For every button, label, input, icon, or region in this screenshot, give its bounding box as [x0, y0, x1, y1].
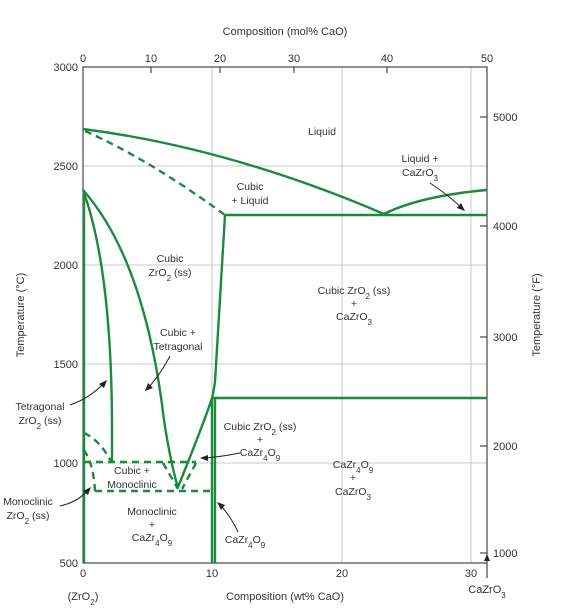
eutectoid-dashed-v-right	[180, 462, 198, 490]
right-tick-label-4000: 4000	[493, 221, 517, 233]
label-cubic-liquid-1: Cubic	[237, 181, 264, 193]
cazro3-end-arrowhead	[484, 554, 490, 561]
cubic-cazr4o9-boundary	[176, 397, 214, 488]
cazr4o9-arrowhead	[217, 502, 225, 510]
tetragonal-boundary	[81, 189, 114, 462]
top-tick-label-20: 20	[214, 53, 226, 65]
eutectoid-dashed-v-left	[161, 462, 180, 490]
label-liquid-cazro3-1: Liquid +	[401, 153, 438, 165]
monoclinic-dashed-boundary	[82, 449, 97, 493]
top-tick-label-0: 0	[80, 53, 86, 65]
label-cubic-tetragonal-2: Tetragonal	[153, 341, 202, 353]
left-tick-label-2000: 2000	[54, 260, 78, 272]
label-cazr4o9: CaZr4O9	[225, 534, 266, 550]
tetragonal-dashed-lower	[83, 431, 114, 464]
label-mono-cazr4o9-plus: +	[149, 519, 155, 531]
label-cubic-monoclinic-2: Monoclinic	[107, 479, 157, 491]
top-tick-label-10: 10	[145, 53, 157, 65]
liquid-cazro3-arrowhead	[457, 203, 465, 211]
top-axis-title: Composition (mol% CaO)	[223, 26, 348, 38]
bottom-tick-label-0: 0	[80, 568, 86, 580]
label-cubic-monoclinic-1: Cubic +	[114, 465, 150, 477]
label-cazr4o9-cazro3-1: CaZr4O9	[333, 459, 374, 475]
cubic-tetragonal-arrowhead	[145, 383, 153, 391]
cubic-cazro3-boundary	[210, 214, 227, 399]
label-liquid: Liquid	[308, 126, 336, 138]
liquidus-zro2-side	[82, 127, 385, 216]
label-cubic-cazro3-1: Cubic ZrO2 (ss)	[318, 285, 391, 301]
right-axis-title: Temperature (°F)	[531, 273, 543, 356]
label-cazr4o9-cazro3-plus: +	[350, 472, 356, 484]
bottom-tick-label-20: 20	[336, 568, 348, 580]
left-axis-title: Temperature (°C)	[15, 273, 27, 357]
label-cubic-liquid-2: + Liquid	[231, 195, 268, 207]
top-tick-label-50: 50	[481, 53, 493, 65]
bottom-tick-label-10: 10	[206, 568, 218, 580]
left-tick-label-2500: 2500	[54, 161, 78, 173]
label-cubic-tetragonal-1: Cubic +	[160, 327, 196, 339]
top-tick-label-40: 40	[381, 53, 393, 65]
solidus-dashed	[84, 129, 226, 216]
bottom-right-end-label: CaZrO3	[468, 584, 506, 600]
cubic-cazr4o9-pointer	[203, 452, 241, 459]
cubic-cazr4o9-arrowhead	[200, 455, 208, 461]
liquidus-cazro3-side	[383, 188, 488, 216]
right-tick-label-3000: 3000	[493, 332, 517, 344]
left-tick-label-500: 500	[60, 558, 78, 570]
label-cubic-cazr4o9-plus: +	[257, 434, 263, 446]
label-cubic-zro2-1: Cubic	[157, 253, 184, 265]
label-monoclinic-1: Monoclinic	[3, 496, 53, 508]
cazr4o9-pointer	[219, 504, 239, 533]
label-cazr4o9-cazro3-2: CaZrO3	[335, 486, 372, 502]
right-tick-label-2000: 2000	[493, 441, 517, 453]
right-tick-label-1000: 1000	[493, 548, 517, 560]
top-tick-label-30: 30	[288, 53, 300, 65]
label-cubic-zro2-2: ZrO2 (ss)	[149, 267, 192, 283]
label-cubic-cazro3-plus: +	[351, 298, 357, 310]
left-tick-label-1500: 1500	[54, 359, 78, 371]
label-cubic-cazr4o9-1: Cubic ZrO2 (ss)	[224, 421, 297, 437]
label-tetragonal-1: Tetragonal	[15, 401, 64, 413]
left-tick-label-1000: 1000	[54, 458, 78, 470]
bottom-axis-title: Composition (wt% CaO)	[226, 591, 344, 603]
tetragonal-pointer	[69, 382, 105, 406]
monoclinic-arrowhead	[83, 487, 91, 495]
label-mono-cazr4o9-1: Monoclinic	[127, 506, 177, 518]
bottom-tick-label-30: 30	[465, 568, 477, 580]
label-liquid-cazro3-2: CaZrO3	[402, 167, 439, 183]
label-mono-cazr4o9-2: CaZr4O9	[132, 532, 173, 548]
label-tetragonal-2: ZrO2 (ss)	[19, 415, 62, 431]
label-cubic-cazr4o9-2: CaZr4O9	[240, 447, 281, 463]
left-tick-label-3000: 3000	[54, 62, 78, 74]
label-monoclinic-2: ZrO2 (ss)	[7, 510, 50, 526]
right-tick-label-5000: 5000	[493, 112, 517, 124]
tetragonal-arrowhead	[99, 380, 107, 388]
bottom-left-end-label: (ZrO2)	[68, 591, 99, 607]
label-cubic-cazro3-2: CaZrO3	[336, 311, 373, 327]
